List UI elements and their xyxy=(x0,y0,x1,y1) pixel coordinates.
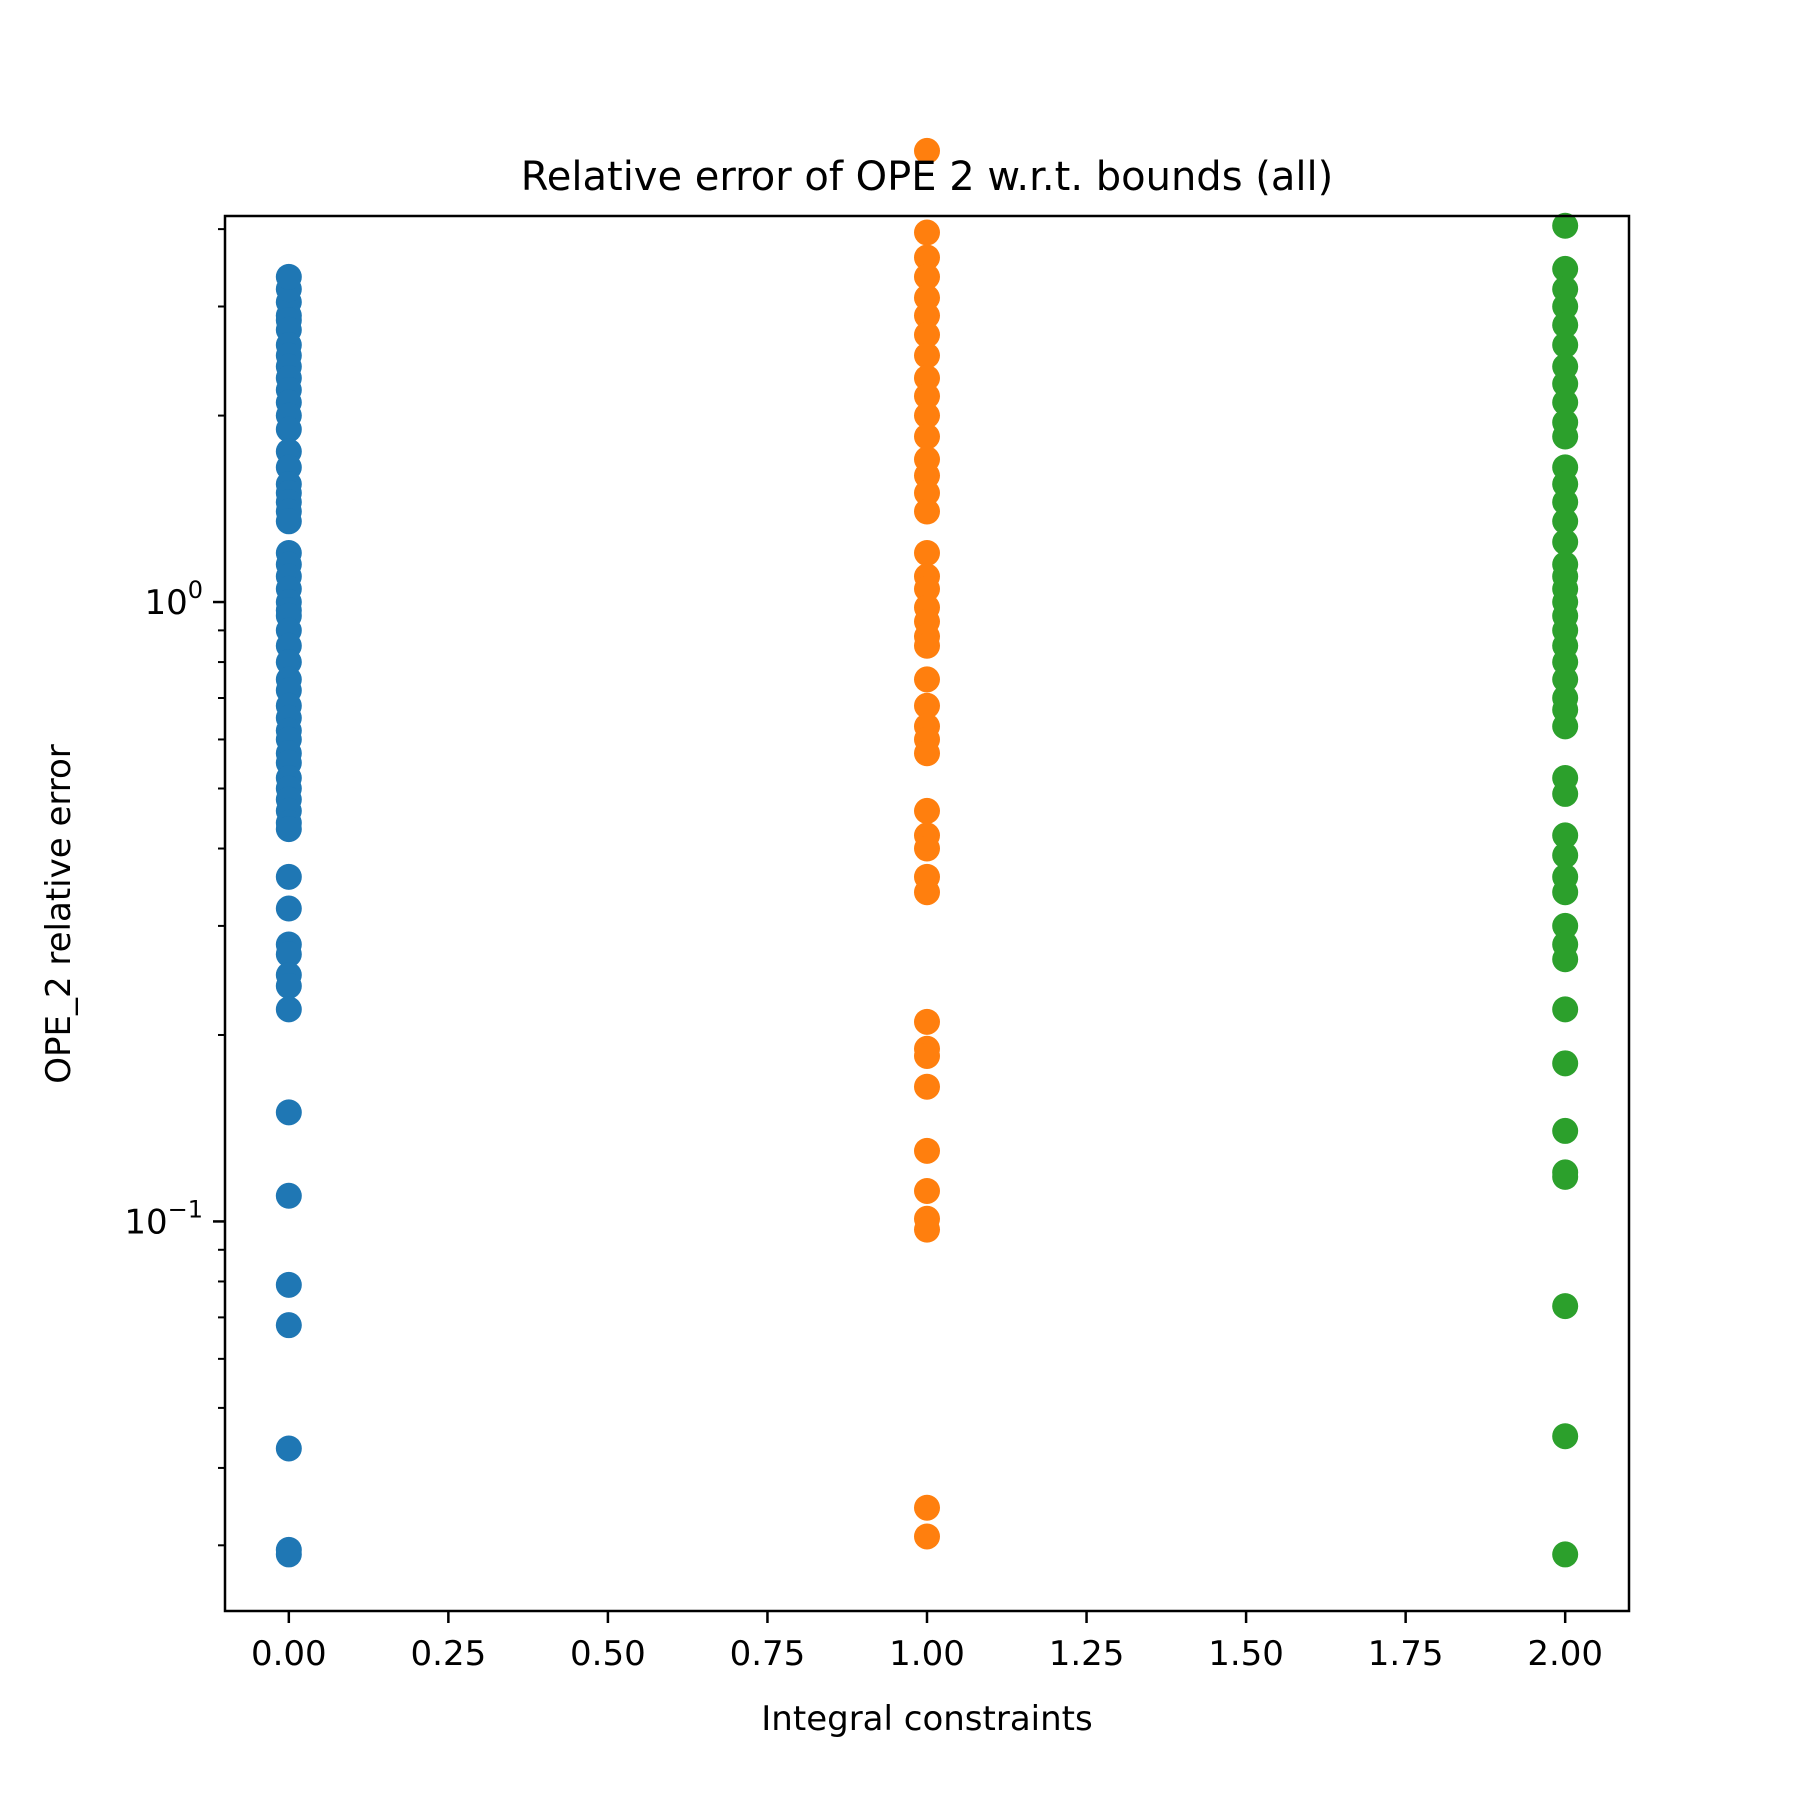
x-tick-label: 1.25 xyxy=(1049,1634,1125,1674)
y-tick-base: 10 xyxy=(144,583,187,623)
data-point xyxy=(275,972,302,999)
data-point xyxy=(914,692,940,719)
data-point xyxy=(275,1099,302,1126)
data-point xyxy=(914,137,940,164)
data-point xyxy=(275,816,302,843)
data-point xyxy=(275,1435,302,1462)
x-axis: 0.00 0.25 0.50 0.75 1.00 1.25 1.50 1.75 2.00 xyxy=(251,1611,1603,1674)
data-point xyxy=(914,1137,940,1164)
y-tick-base: 10 xyxy=(124,1202,167,1242)
data-point xyxy=(1552,946,1579,973)
data-point xyxy=(1552,370,1579,397)
data-point xyxy=(1552,879,1579,906)
data-point xyxy=(914,1042,940,1069)
y-axis-label: OPE_2 relative error xyxy=(39,744,79,1084)
data-point xyxy=(1552,996,1579,1023)
data-point xyxy=(1552,1423,1579,1450)
data-point xyxy=(914,1177,940,1204)
data-point xyxy=(1552,489,1579,516)
data-point xyxy=(275,895,302,922)
data-point xyxy=(275,863,302,890)
data-point xyxy=(275,416,302,443)
data-point xyxy=(914,1216,940,1243)
data-point xyxy=(914,1073,940,1100)
data-point xyxy=(275,941,302,968)
data-point xyxy=(1552,312,1579,339)
data-point xyxy=(275,996,302,1023)
x-tick-label: 0.75 xyxy=(730,1634,806,1674)
data-point xyxy=(1552,389,1579,416)
data-point xyxy=(914,666,940,693)
data-point xyxy=(1552,822,1579,849)
data-point xyxy=(275,508,302,535)
data-point xyxy=(914,1494,940,1521)
data-point xyxy=(914,879,940,906)
data-point xyxy=(914,219,940,246)
x-axis-label: Integral constraints xyxy=(761,1699,1092,1739)
data-point xyxy=(914,575,940,602)
data-point xyxy=(1552,332,1579,359)
data-point xyxy=(1552,780,1579,807)
data-point xyxy=(1552,1541,1579,1568)
x-tick-label: 2.00 xyxy=(1527,1634,1603,1674)
y-tick-label: 100 xyxy=(144,576,203,623)
data-point xyxy=(914,402,940,429)
data-point xyxy=(275,263,302,290)
x-tick-label: 1.00 xyxy=(889,1634,965,1674)
x-tick-label: 0.00 xyxy=(251,1634,327,1674)
data-point xyxy=(1552,471,1579,498)
data-point xyxy=(1552,293,1579,320)
data-point xyxy=(1552,529,1579,556)
data-point xyxy=(1552,212,1579,239)
data-point xyxy=(275,1271,302,1298)
data-point xyxy=(914,263,940,290)
data-point xyxy=(1552,1117,1579,1144)
x-tick-label: 1.50 xyxy=(1208,1634,1284,1674)
data-point xyxy=(914,342,940,369)
data-point xyxy=(1552,912,1579,939)
y-tick-label: 10−1 xyxy=(124,1195,203,1242)
data-point xyxy=(914,244,940,271)
data-point xyxy=(1552,1163,1579,1190)
x-tick-label: 1.75 xyxy=(1368,1634,1444,1674)
data-point xyxy=(914,321,940,348)
data-point xyxy=(1552,666,1579,693)
data-point xyxy=(914,498,940,525)
chart-title: Relative error of OPE 2 w.r.t. bounds (a… xyxy=(521,154,1333,200)
points-layer xyxy=(275,137,1579,1568)
y-tick-exponent: −1 xyxy=(168,1195,203,1223)
data-point xyxy=(1552,508,1579,535)
data-point xyxy=(1552,713,1579,740)
data-point xyxy=(275,1541,302,1568)
data-point xyxy=(1552,842,1579,869)
data-point xyxy=(275,1182,302,1209)
data-point xyxy=(914,835,940,862)
x-tick-label: 0.50 xyxy=(570,1634,646,1674)
x-tick-label: 0.25 xyxy=(411,1634,487,1674)
y-tick-exponent: 0 xyxy=(188,576,203,604)
data-point xyxy=(914,740,940,767)
data-point xyxy=(1552,1293,1579,1320)
data-point xyxy=(914,632,940,659)
data-point xyxy=(914,479,940,506)
data-point xyxy=(914,797,940,824)
data-point xyxy=(914,1008,940,1035)
data-point xyxy=(914,423,940,450)
data-point xyxy=(1552,423,1579,450)
data-point xyxy=(914,1523,940,1550)
data-point xyxy=(914,302,940,329)
data-point xyxy=(914,284,940,311)
data-point xyxy=(914,364,940,391)
data-point xyxy=(1552,1050,1579,1077)
data-point xyxy=(275,1312,302,1339)
data-point xyxy=(914,540,940,566)
data-point xyxy=(1552,255,1579,282)
data-point xyxy=(914,383,940,410)
